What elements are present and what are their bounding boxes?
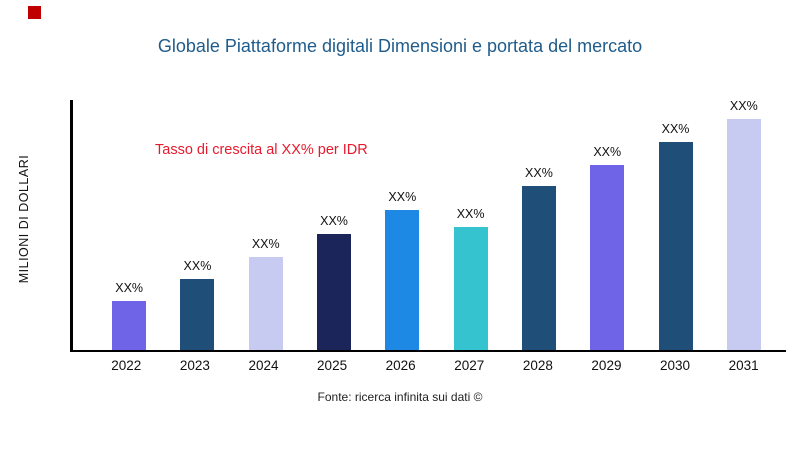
bar-group: XX% [507,166,571,350]
bar-value-label: XX% [115,281,144,295]
x-axis-labels: 2022 2023 2024 2025 2026 2027 2028 2029 2030 2031 [70,358,786,373]
bar-value-label: XX% [456,207,485,221]
chart-title: Globale Piattaforme digitali Dimensioni … [157,36,643,56]
bar-group: XX% [165,259,229,350]
bar-2030 [658,142,693,350]
bar-2031 [726,119,761,350]
brand-mark-square [28,6,41,19]
bar-value-label: XX% [593,145,622,159]
x-tick-2027: 2027 [454,358,485,373]
x-tick-2026: 2026 [385,358,416,373]
bar-group: XX% [439,207,503,350]
x-tick-2030: 2030 [660,358,691,373]
y-axis-label: MILIONI DI DOLLARI [17,154,31,284]
bar-2027 [453,227,488,350]
bar-2023 [180,279,215,350]
bar-group: XX% [234,237,298,350]
bar-value-label: XX% [525,166,553,180]
bar-2024 [248,257,283,350]
bar-value-label: XX% [251,237,280,251]
bar-group: XX% [644,122,708,350]
x-tick-2025: 2025 [317,358,348,373]
bar-value-label: XX% [729,99,758,113]
x-tick-2024: 2024 [248,358,279,373]
bar-2028 [521,186,556,350]
x-tick-2022: 2022 [111,358,142,373]
bar-value-label: XX% [183,259,212,273]
bar-group: XX% [370,190,434,350]
bar-value-label: XX% [388,190,417,204]
bar-2022 [112,301,147,350]
bar-value-label: XX% [661,122,690,136]
x-tick-2031: 2031 [728,358,759,373]
bars-row: XX% XX% XX% XX% XX% XX% XX% XX% XX% XX% [73,99,786,350]
bar-2026 [385,210,420,350]
x-tick-2028: 2028 [522,358,553,373]
bar-2025 [317,234,352,350]
x-tick-2023: 2023 [179,358,210,373]
bar-group: XX% [97,281,161,350]
source-note: Fonte: ricerca infinita sui dati © [317,390,483,404]
bar-value-label: XX% [320,214,348,228]
bar-2029 [590,165,625,350]
bar-group: XX% [575,145,639,350]
bar-group: XX% [302,214,366,350]
bar-group: XX% [712,99,776,350]
x-tick-2029: 2029 [591,358,622,373]
plot-area: Tasso di crescita al XX% per IDR XX% XX% X… [70,99,786,352]
growth-rate-annotation: Tasso di crescita al XX% per IDR [155,142,368,158]
